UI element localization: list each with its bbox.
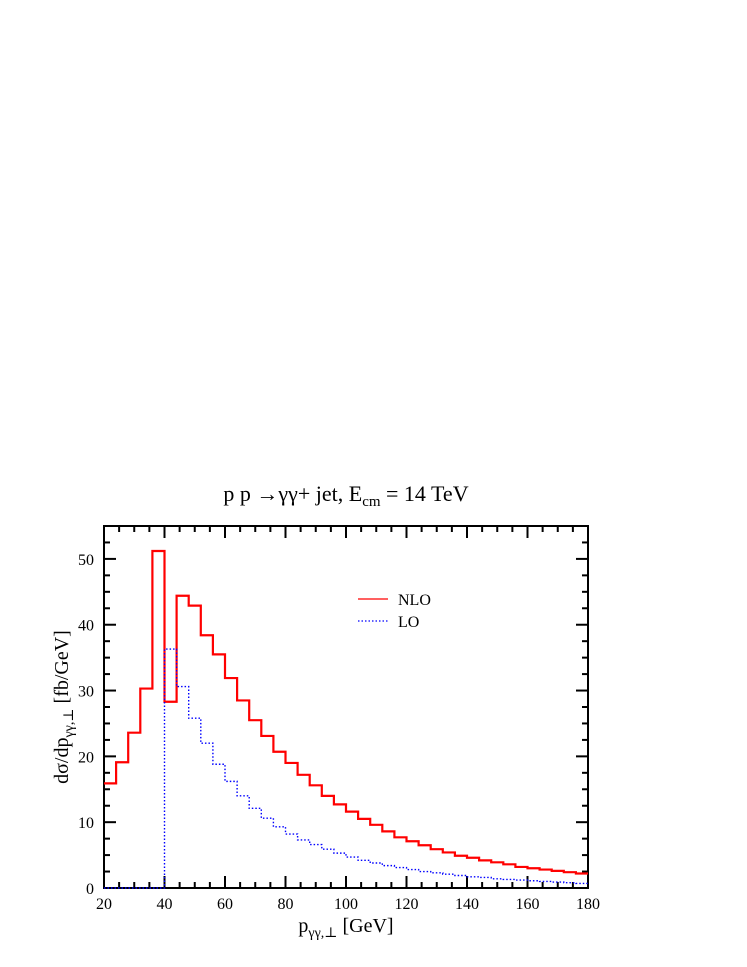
axis-tick-labels: 20 40 60 80 100 120 140 160 180 0 10 20 30 40 50 [78,552,600,913]
x-tick-label: 160 [516,896,540,913]
x-tick-label: 100 [334,896,358,913]
x-tick-label: 120 [395,896,419,913]
series-lo-line [104,648,588,889]
y-axis-label: dσ/dpγγ,⊥ [fb/GeV] [51,630,77,784]
series-layer [104,549,588,889]
legend-label-nlo: NLO [398,592,431,609]
x-axis-label: pγγ,⊥ [GeV] [298,915,393,941]
y-tick-label: 10 [78,815,94,832]
y-tick-label: 50 [78,552,94,569]
chart-title: p p →γγ+ jet, Ecm = 14 TeV [223,481,468,510]
x-tick-label: 180 [576,896,600,913]
x-tick-label: 40 [157,896,173,913]
plot-frame [103,525,589,889]
x-tick-label: 80 [278,896,294,913]
y-tick-label: 30 [78,684,94,701]
series-nlo-line [104,549,588,875]
y-tick-label: 0 [86,881,94,898]
x-tick-label: 20 [96,896,112,913]
y-tick-label: 20 [78,749,94,766]
x-tick-label: 140 [455,896,479,913]
legend-label-lo: LO [398,614,419,631]
x-tick-label: 60 [217,896,233,913]
axis-ticks [103,525,589,889]
legend: NLO LO [358,592,431,631]
y-tick-label: 40 [78,618,94,635]
